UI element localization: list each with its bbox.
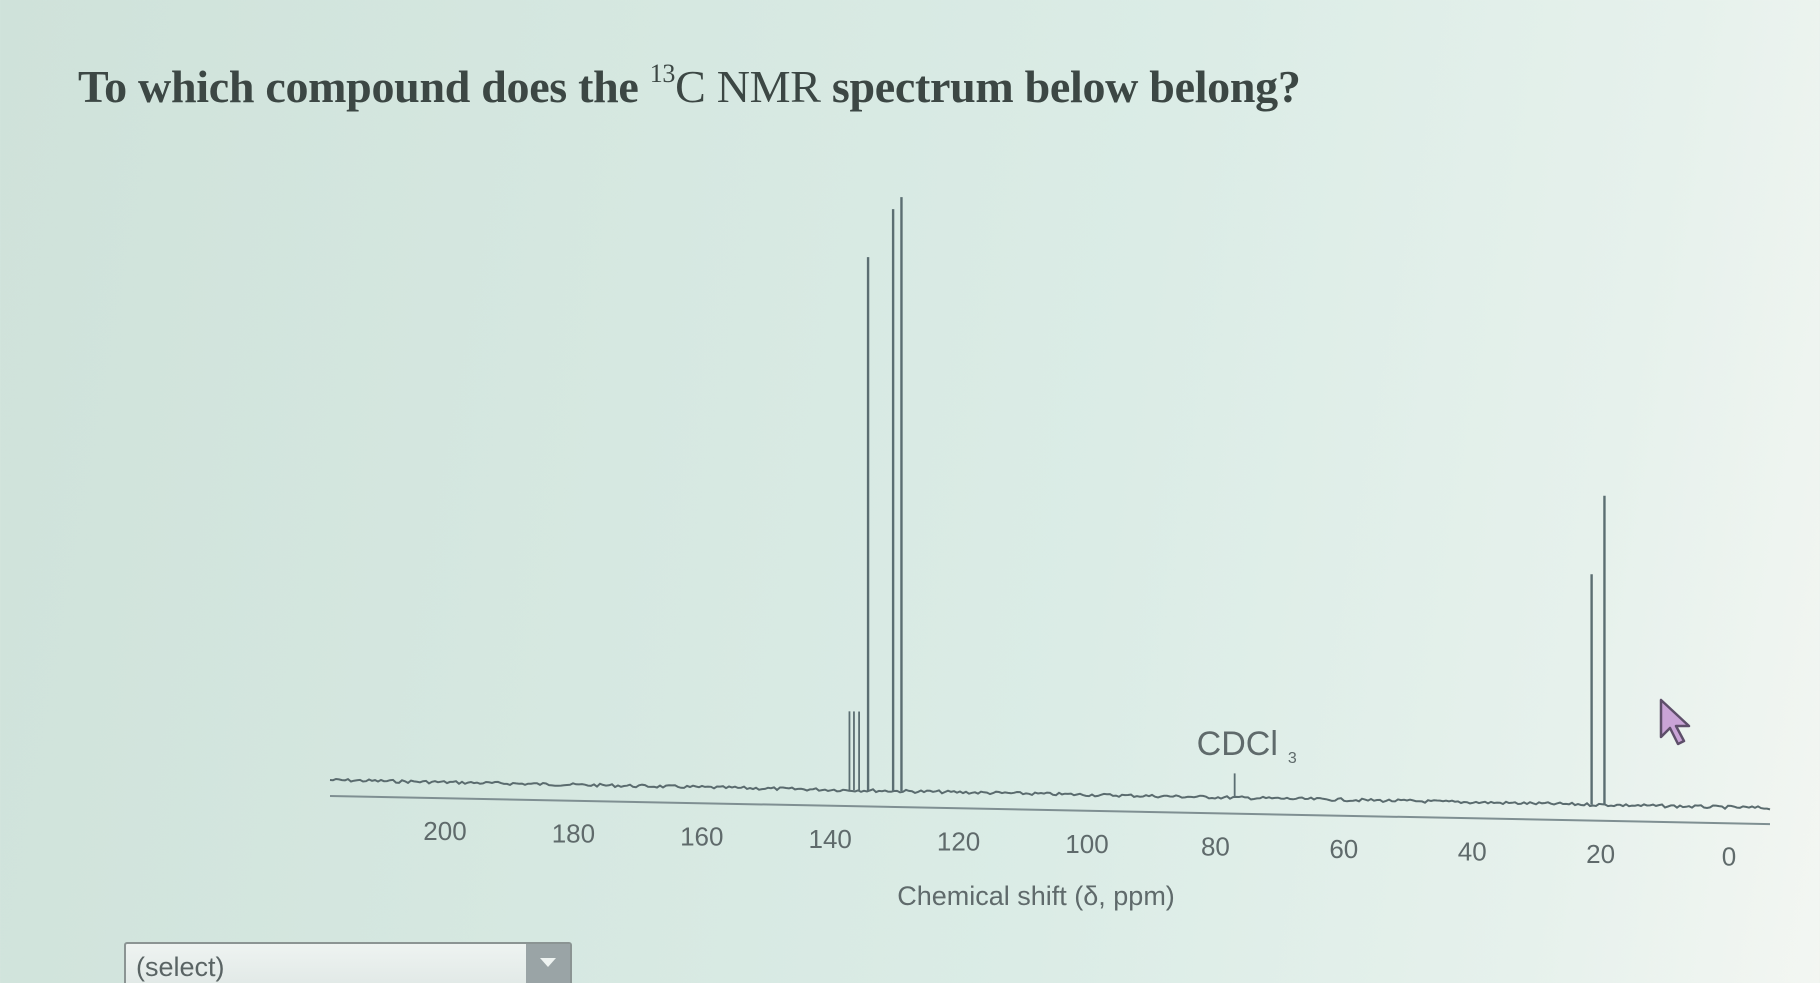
question-suffix: spectrum below belong? — [820, 61, 1301, 112]
x-tick-label: 0 — [1722, 841, 1736, 871]
x-axis-label: Chemical shift (δ, ppm) — [897, 881, 1175, 911]
compound-select[interactable]: (select) — [124, 942, 572, 983]
nucleus-label: C NMR — [675, 61, 821, 112]
x-axis-line — [329, 795, 1771, 826]
question-prefix: To which compound does the — [78, 61, 650, 112]
x-tick-label: 80 — [1201, 831, 1230, 861]
spectrum-baseline — [329, 777, 1771, 811]
x-tick-label: 20 — [1586, 839, 1615, 869]
x-tick-label: 40 — [1458, 836, 1487, 866]
baseline-trace — [329, 777, 1771, 811]
x-tick-labels: 200 180 160 140 120 100 80 60 40 20 0 — [423, 816, 1736, 871]
x-tick-label: 200 — [423, 816, 466, 846]
x-tick-label: 180 — [552, 819, 595, 849]
isotope-superscript: 13 — [649, 59, 676, 88]
x-tick-label: 160 — [680, 821, 723, 851]
x-axis — [329, 795, 1771, 826]
x-tick-label: 60 — [1329, 834, 1358, 864]
chevron-down-icon[interactable] — [526, 944, 570, 983]
question-text: To which compound does the 13C NMR spect… — [78, 59, 1301, 113]
solvent-name: CDCl — [1197, 725, 1278, 763]
select-value: (select) — [136, 952, 225, 982]
x-tick-label: 120 — [937, 826, 980, 856]
mouse-pointer-icon — [1655, 697, 1695, 747]
x-tick-label: 140 — [809, 824, 852, 854]
spectrum-peaks — [848, 197, 1606, 805]
solvent-subscript: 3 — [1288, 750, 1297, 767]
solvent-annotation: CDCl 3 — [1197, 725, 1297, 767]
x-tick-label: 100 — [1065, 829, 1108, 859]
